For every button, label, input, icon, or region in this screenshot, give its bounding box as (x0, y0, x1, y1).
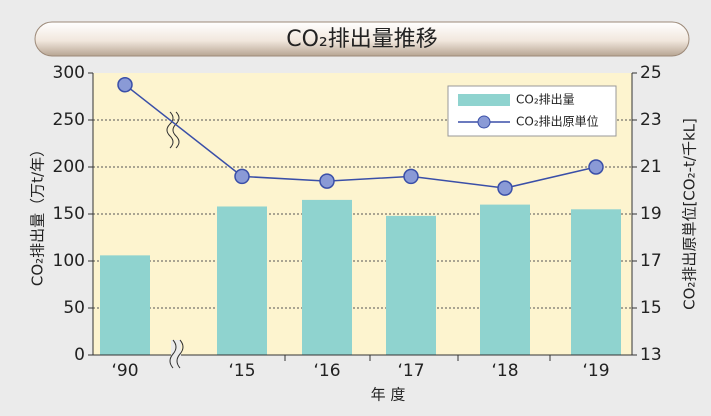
chart-title: CO₂排出量推移 (286, 27, 438, 52)
y-tick-label: 200 (53, 157, 85, 177)
legend-swatch (477, 115, 491, 129)
bar (100, 255, 150, 355)
bar (386, 215, 436, 355)
bar (571, 209, 621, 355)
y2-tick-label: 21 (640, 157, 662, 177)
line-point (319, 173, 335, 189)
x-tick-label: ‘18 (491, 361, 518, 381)
line-point (117, 77, 133, 93)
x-tick-label: ‘17 (397, 361, 424, 381)
bar (217, 206, 267, 355)
bar (302, 199, 352, 355)
y-tick-label: 50 (63, 298, 85, 318)
y-tick-label: 300 (53, 63, 85, 83)
legend-swatch (458, 94, 510, 106)
title-banner (34, 21, 690, 57)
y-axis-label: CO₂排出量（万t/年） (29, 142, 47, 286)
line-point (234, 168, 250, 185)
y2-axis-label: CO₂排出原単位[CO₂-t/千kL] (681, 118, 699, 310)
y-tick-label: 250 (53, 110, 85, 130)
line-point (403, 168, 419, 185)
y2-tick-label: 25 (640, 63, 662, 83)
y2-tick-label: 15 (640, 298, 662, 318)
x-tick-label: ‘90 (111, 361, 138, 381)
legend-label: CO₂排出量 (516, 93, 575, 107)
line-point (497, 180, 513, 196)
y2-tick-label: 13 (640, 345, 662, 365)
axis-break (166, 111, 184, 369)
y-tick-label: 150 (53, 204, 85, 224)
y2-tick-label: 19 (640, 204, 662, 224)
x-axis-label: 年 度 (371, 386, 406, 404)
line (124, 84, 597, 189)
y-tick-label: 100 (53, 251, 85, 271)
y-tick-label: 0 (74, 345, 85, 365)
line-point (588, 159, 604, 175)
x-tick-label: ‘15 (228, 361, 255, 381)
y2-tick-label: 17 (640, 251, 662, 271)
legend-label: CO₂排出原単位 (516, 114, 599, 129)
y2-tick-label: 23 (640, 110, 662, 130)
bar (480, 204, 530, 355)
x-tick-label: ‘16 (313, 361, 340, 381)
x-tick-label: ‘19 (582, 361, 609, 381)
